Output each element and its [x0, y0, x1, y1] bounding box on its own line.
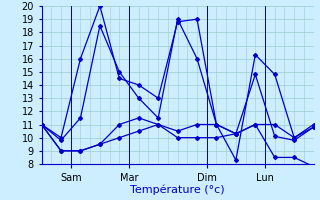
X-axis label: Température (°c): Température (°c) — [130, 184, 225, 195]
